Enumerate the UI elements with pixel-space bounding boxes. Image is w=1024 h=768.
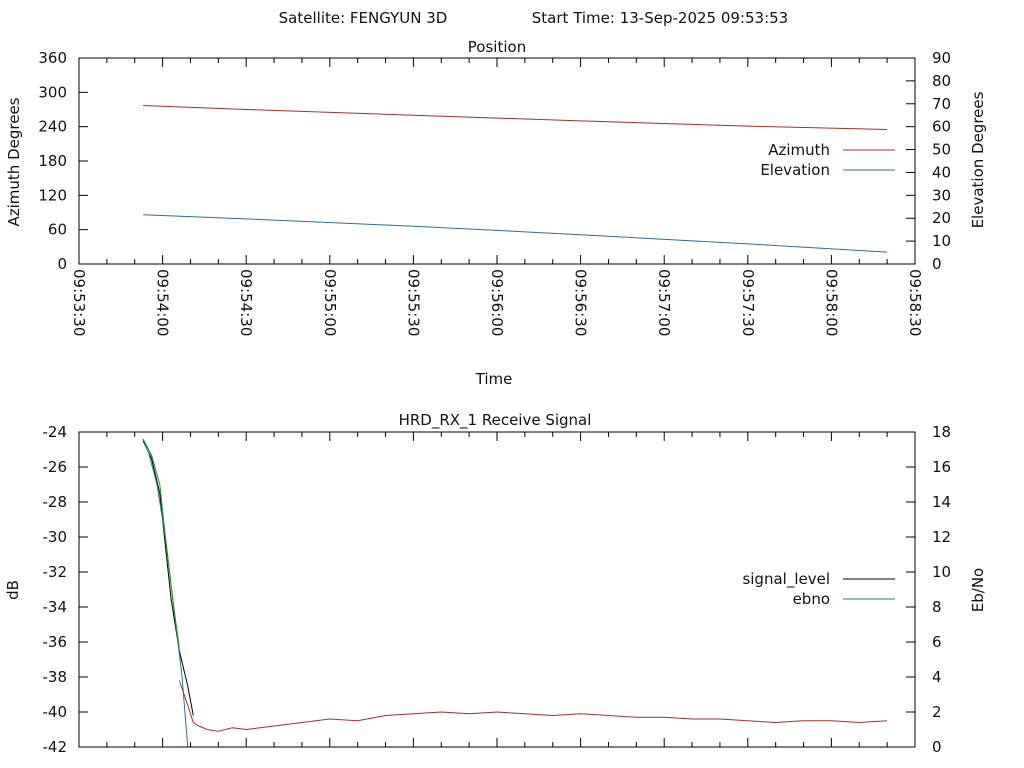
x-tick-label: 09:57:30 [739,269,757,336]
y-tick-label: 120 [38,186,67,204]
position-y-axis-label: Azimuth Degrees [5,97,23,226]
y2-tick-label: 2 [932,703,942,721]
y-tick-label: -28 [43,493,68,511]
series-line-ebno [142,438,189,748]
y2-tick-label: 50 [932,141,951,159]
signal-y2-ticks: 0 2 4 6 8 10 12 14 16 18 [906,423,951,756]
x-tick-label: 09:56:00 [488,269,506,336]
y-tick-label: -30 [43,528,68,546]
y-tick-label: 300 [38,83,67,101]
y-tick-label: 0 [57,255,67,273]
y-tick-label: 240 [38,118,67,136]
position-chart-title: Position [468,38,526,56]
x-tick-label: 09:53:30 [70,269,88,336]
legend-label: ebno [793,590,830,608]
y2-tick-label: 40 [932,163,951,181]
y2-tick-label: 4 [932,668,942,686]
y-tick-label: -38 [43,668,68,686]
position-x-axis-label: Time [475,370,513,388]
signal-chart: HRD_RX_1 Receive Signal -42-40-38-36-34-… [4,411,987,756]
x-tick-label: 09:54:00 [154,269,172,336]
series-line-trace [142,438,180,648]
y2-tick-label: 14 [932,493,951,511]
y2-tick-label: 30 [932,186,951,204]
x-tick-label: 09:57:00 [655,269,673,336]
signal-y2-axis-label: Eb/No [969,568,987,612]
y-tick-label: -26 [43,458,68,476]
y2-tick-label: 20 [932,209,951,227]
y2-tick-label: 8 [932,598,942,616]
y2-tick-label: 0 [932,255,942,273]
position-x-ticks: 09:53:30 09:54:00 09:54:30 09:55:00 09:55:30… [70,58,924,336]
legend-label: Elevation [760,161,830,179]
position-chart: Position 09:53:30 09:54:00 09:54:30 09:55:0… [5,38,987,388]
x-tick-label: 09:58:30 [906,269,924,336]
position-series [143,105,888,253]
y2-tick-label: 0 [932,738,942,756]
y2-tick-label: 6 [932,633,942,651]
x-tick-label: 09:55:30 [404,269,422,336]
satellite-label: Satellite: FENGYUN 3D [279,9,448,27]
position-y-ticks: 0 60 120 180 240 300 360 [38,49,88,273]
series-line-azimuth [143,105,888,130]
y2-tick-label: 60 [932,118,951,136]
signal-y-ticks: -42 -40 -38 -36 -34 -32 -30 -28 -26 -24 [43,423,88,756]
legend-label: Azimuth [768,141,830,159]
signal-plot-frame [78,431,916,748]
y-tick-label: -40 [43,703,68,721]
y2-tick-label: 10 [932,563,951,581]
x-tick-label: 09:58:00 [822,269,840,336]
x-tick-label: 09:56:30 [572,269,590,336]
y-tick-label: -34 [43,598,68,616]
x-tick-label: 09:54:30 [237,269,255,336]
y-tick-label: -42 [43,738,68,756]
x-tick-label: 09:55:00 [321,269,339,336]
signal-x-ticks [78,432,916,747]
y2-tick-label: 18 [932,423,951,441]
signal-chart-title: HRD_RX_1 Receive Signal [399,411,592,430]
y-tick-label: -36 [43,633,68,651]
start-time-label: Start Time: 13-Sep-2025 09:53:53 [532,9,788,27]
signal-y-axis-label: dB [4,580,22,600]
position-legend: Azimuth Elevation [760,141,895,179]
series-line-trace [178,680,888,732]
y2-tick-label: 90 [932,49,951,67]
position-y2-ticks: 0 10 20 30 40 50 60 70 80 90 [906,49,951,273]
y-tick-label: -24 [43,423,68,441]
legend-label: signal_level [742,570,830,589]
y-tick-label: -32 [43,563,68,581]
position-y2-axis-label: Elevation Degrees [969,91,987,228]
y-tick-label: 360 [38,49,67,67]
y2-tick-label: 70 [932,95,951,113]
y2-tick-label: 16 [932,458,951,476]
y-tick-label: 180 [38,152,67,170]
y2-tick-label: 10 [932,232,951,250]
series-line-signal-level [142,440,194,716]
y2-tick-label: 12 [932,528,951,546]
y2-tick-label: 80 [932,72,951,90]
signal-series [142,438,888,748]
series-line-elevation [143,214,888,253]
y-tick-label: 60 [48,221,67,239]
